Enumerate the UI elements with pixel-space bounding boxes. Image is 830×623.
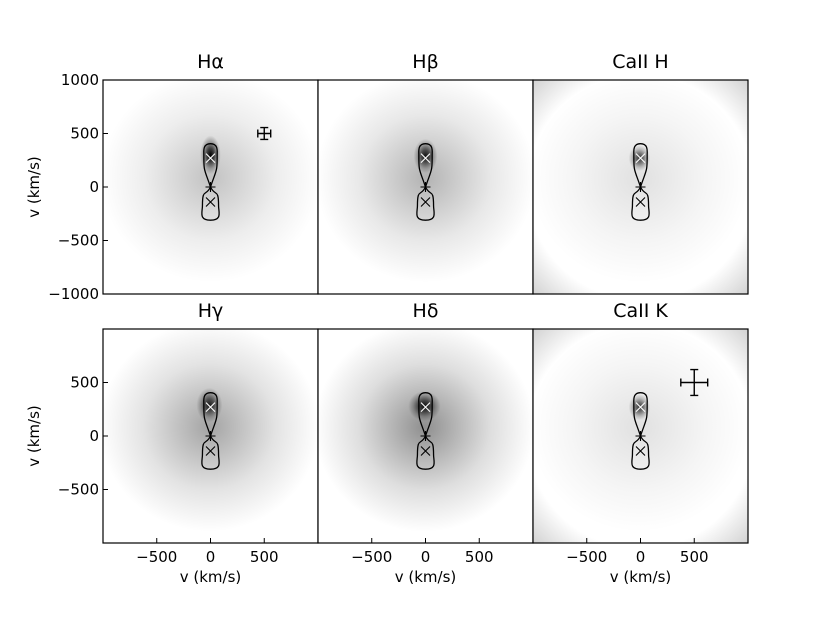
emission-halo [318, 80, 533, 283]
error-bar [257, 126, 272, 141]
panel-2: Hβ [317, 51, 534, 295]
x-axis-label: v (km/s) [180, 568, 242, 586]
panel-title: CaII H [612, 51, 668, 73]
y-tick-label: −1000 [48, 285, 99, 303]
panel-title: Hβ [412, 51, 438, 73]
panel-image [103, 329, 318, 543]
panel-1: Hα −1000 −500 0 500 1000 v (km/s) [25, 51, 319, 303]
emission-halo [318, 329, 533, 532]
primary-star-marker [420, 197, 431, 207]
error-bar [680, 368, 709, 397]
y-tick-label: 500 [70, 125, 99, 143]
x-tick-label: −500 [351, 548, 392, 566]
y-tick-label: 500 [70, 374, 99, 392]
center-of-mass-marker [635, 431, 646, 441]
primary-star-marker [205, 197, 216, 207]
x-tick-label: 500 [465, 548, 494, 566]
x-tick-label: 500 [250, 548, 279, 566]
secondary-star-marker [420, 153, 431, 163]
primary-star-marker [635, 446, 646, 456]
y-tick-label: 1000 [61, 71, 99, 89]
panel-5: Hδ −500 0 500 v (km/s) [317, 300, 534, 586]
x-axis-label: v (km/s) [395, 568, 457, 586]
center-of-mass-marker [420, 182, 431, 192]
y-tick-label: −500 [58, 232, 99, 250]
panel-image [103, 80, 318, 294]
axes-frame [532, 79, 749, 295]
x-tick-label: −500 [136, 548, 177, 566]
panel-6: CaII K −500 0 500 v (km/s) [532, 300, 749, 586]
panel-title: Hδ [413, 300, 439, 322]
panel-image [318, 80, 533, 294]
y-tick-label: 0 [89, 178, 99, 196]
panel-image [318, 329, 533, 543]
secondary-star-marker [420, 402, 431, 412]
panel-image [533, 80, 748, 294]
secondary-star-marker [635, 402, 646, 412]
x-axis-label: v (km/s) [610, 568, 672, 586]
secondary-star-marker [205, 402, 216, 412]
emission-spot [196, 387, 223, 423]
panel-title: Hα [197, 51, 224, 73]
center-of-mass-marker [205, 431, 216, 441]
emission-halo [103, 329, 318, 532]
y-axis-label: v (km/s) [25, 156, 43, 218]
primary-star-marker [205, 446, 216, 456]
panel-title: Hγ [198, 300, 224, 322]
secondary-star-marker [205, 153, 216, 163]
center-of-mass-marker [205, 182, 216, 192]
primary-star-marker [635, 197, 646, 207]
emission-halo [103, 80, 318, 283]
y-axis-label: v (km/s) [25, 405, 43, 467]
x-tick-label: 500 [680, 548, 709, 566]
x-tick-label: −500 [566, 548, 607, 566]
panel-3: CaII H [532, 51, 749, 295]
center-of-mass-marker [420, 431, 431, 441]
panel-image [533, 329, 748, 543]
center-of-mass-marker [635, 182, 646, 192]
x-tick-label: 0 [636, 548, 646, 566]
x-tick-label: 0 [206, 548, 216, 566]
panel-4: Hγ −500 0 500 −500 0 500 v (km/s) v (km/s) [25, 300, 319, 586]
panel-title: CaII K [613, 300, 668, 322]
y-tick-label: 0 [89, 427, 99, 445]
x-tick-label: 0 [421, 548, 431, 566]
panels-group: Hα −1000 −500 0 500 1000 v (km/s) Hβ CaII H Hγ −50… [25, 51, 749, 586]
y-tick-label: −500 [58, 481, 99, 499]
secondary-star-marker [635, 153, 646, 163]
primary-star-marker [420, 446, 431, 456]
